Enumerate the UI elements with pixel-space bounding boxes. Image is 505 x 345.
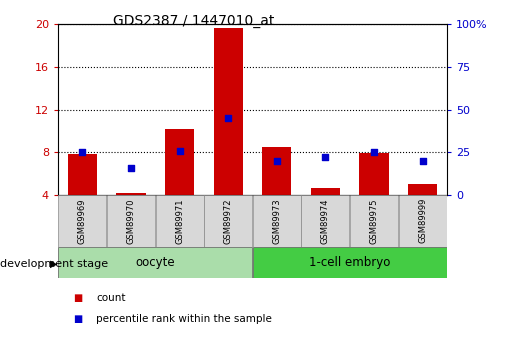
Text: GSM89971: GSM89971 [175, 198, 184, 244]
Text: ■: ■ [73, 314, 82, 324]
Bar [301, 195, 349, 247]
Text: GSM89973: GSM89973 [272, 198, 281, 244]
Text: GSM89999: GSM89999 [418, 198, 427, 244]
Bar [214, 28, 243, 195]
Bar [204, 195, 252, 247]
Point [176, 148, 184, 153]
Text: GSM89972: GSM89972 [224, 198, 233, 244]
Text: development stage: development stage [0, 259, 108, 269]
Bar [350, 195, 398, 247]
Bar [58, 247, 252, 278]
Text: percentile rank within the sample: percentile rank within the sample [96, 314, 272, 324]
Point [127, 165, 135, 170]
Text: ■: ■ [73, 294, 82, 303]
Point [273, 158, 281, 164]
Bar [398, 195, 447, 247]
Text: count: count [96, 294, 125, 303]
Bar [360, 153, 389, 195]
Text: oocyte: oocyte [135, 256, 175, 269]
Point [78, 149, 86, 155]
Text: GDS2387 / 1447010_at: GDS2387 / 1447010_at [114, 14, 275, 28]
Bar [107, 195, 155, 247]
Point [321, 155, 329, 160]
Text: GSM89975: GSM89975 [370, 198, 379, 244]
Text: GSM89969: GSM89969 [78, 198, 87, 244]
Bar [58, 195, 107, 247]
Point [419, 158, 427, 164]
Bar [408, 184, 437, 195]
Bar [252, 195, 301, 247]
Bar [252, 247, 447, 278]
Text: GSM89970: GSM89970 [126, 198, 135, 244]
Text: ▶: ▶ [50, 259, 58, 269]
Bar [165, 129, 194, 195]
Bar [156, 195, 204, 247]
Point [370, 149, 378, 155]
Bar [68, 154, 97, 195]
Point [224, 115, 232, 121]
Bar [311, 188, 340, 195]
Bar [262, 147, 291, 195]
Bar [116, 193, 145, 195]
Text: 1-cell embryo: 1-cell embryo [309, 256, 390, 269]
Text: GSM89974: GSM89974 [321, 198, 330, 244]
